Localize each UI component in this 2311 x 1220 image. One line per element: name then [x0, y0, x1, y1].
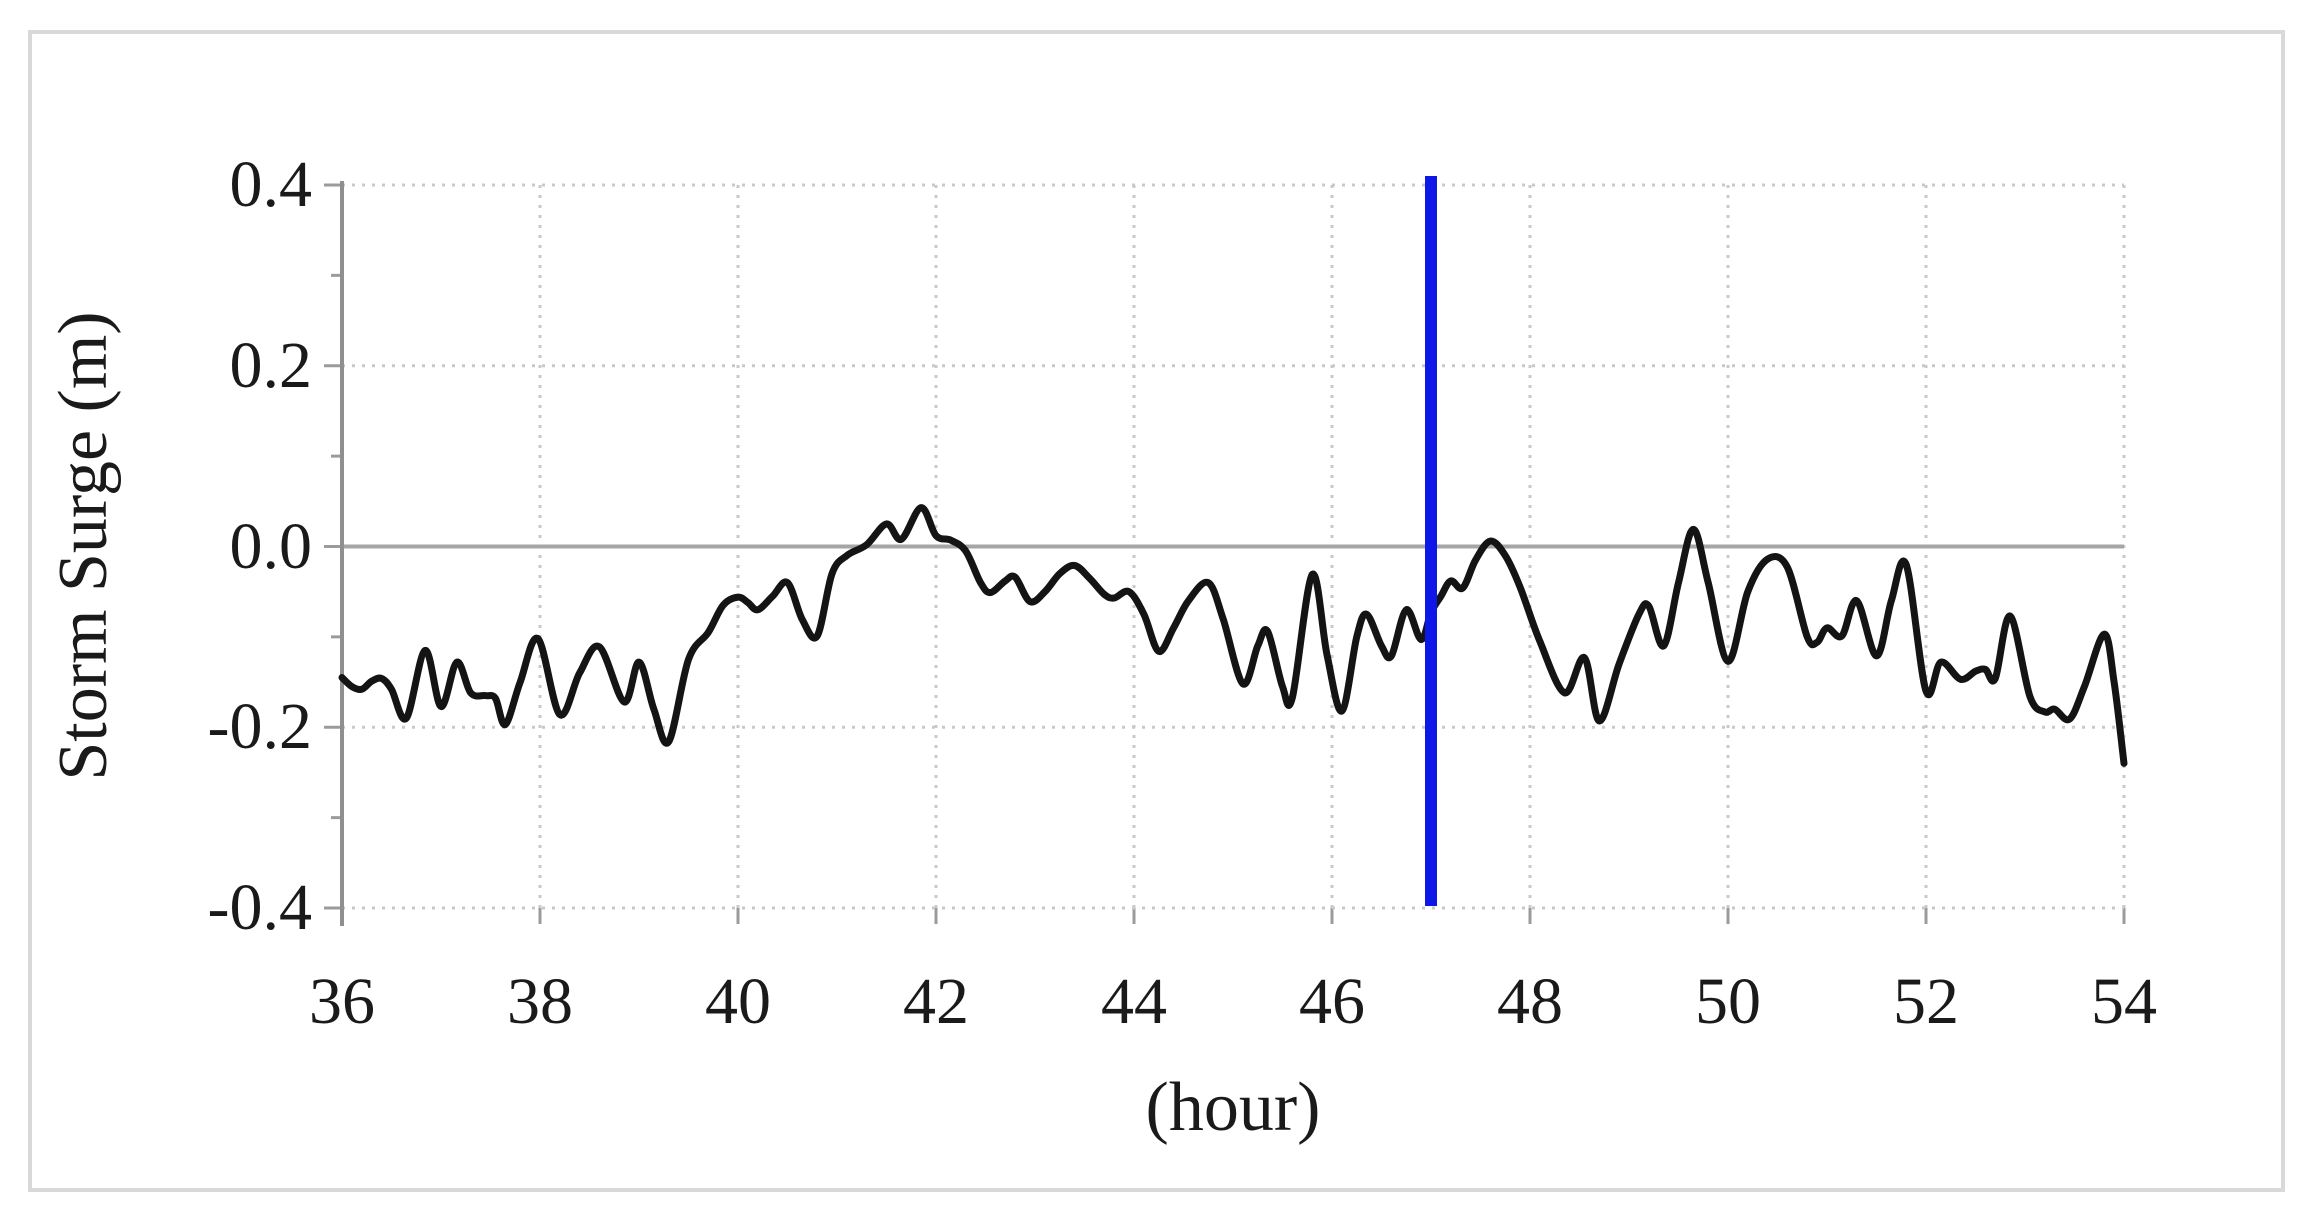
x-tick-label: 54: [2091, 965, 2157, 1038]
storm-surge-series-line: [338, 504, 2128, 767]
x-tick-label: 50: [1695, 965, 1761, 1038]
x-tick-label: 52: [1893, 965, 1959, 1038]
x-tick-label: 36: [309, 965, 375, 1038]
x-tick-label: 38: [507, 965, 573, 1038]
x-tick-label: 42: [903, 965, 969, 1038]
figure-frame: [28, 30, 2285, 1192]
x-tick-label: 40: [705, 965, 771, 1038]
x-tick-label: 48: [1497, 965, 1563, 1038]
x-tick-label: 44: [1101, 965, 1167, 1038]
x-tick-label: 46: [1299, 965, 1365, 1038]
y-tick-label: 0.0: [229, 509, 313, 583]
y-tick-label: 0.4: [229, 148, 313, 221]
x-axis-title: (hour): [1145, 1069, 1321, 1146]
y-tick-label: 0.2: [229, 328, 313, 402]
y-tick-label: -0.2: [207, 690, 312, 764]
y-tick-label: -0.4: [207, 871, 312, 944]
